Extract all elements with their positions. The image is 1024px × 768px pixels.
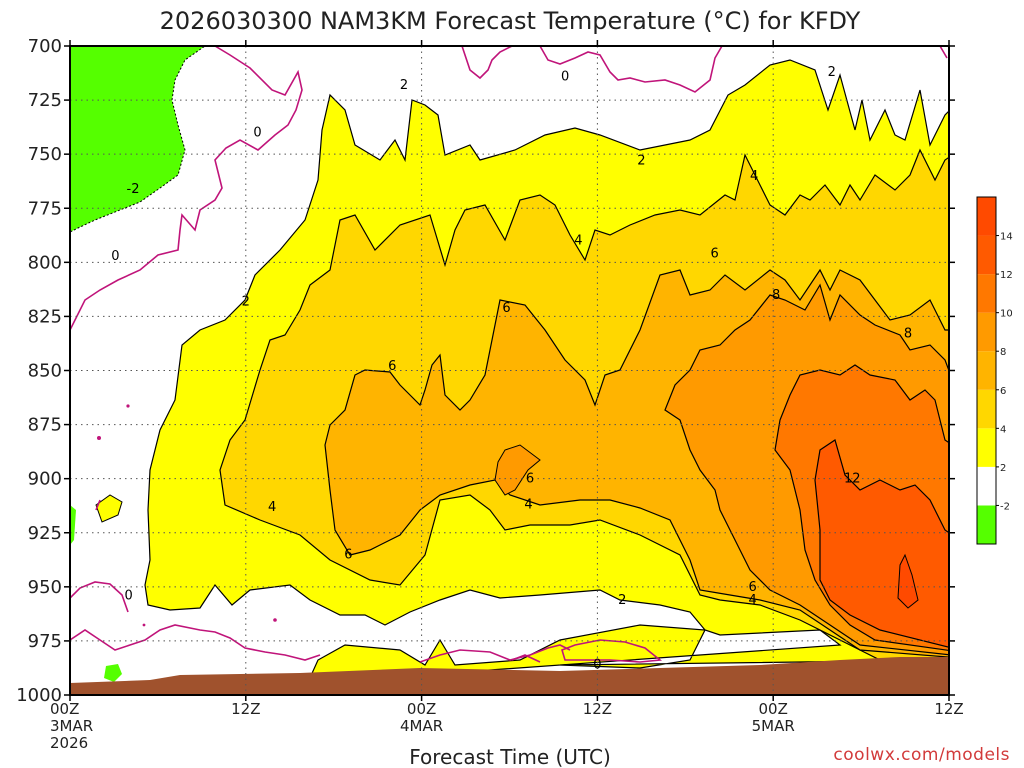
contour-label: 4 — [524, 498, 532, 513]
source-credit: coolwx.com/models — [833, 745, 1010, 765]
x-tick-label: 00Z — [50, 700, 79, 718]
x-tick-label: 00Z — [759, 700, 788, 718]
legend-swatch — [977, 197, 996, 236]
legend-swatch — [977, 312, 996, 352]
legend-swatch — [977, 274, 996, 313]
contour-label: 0 — [561, 69, 569, 84]
contour-label: 0 — [593, 658, 601, 673]
x-tick-label: 3MAR — [50, 717, 93, 735]
contour-label: 0 — [111, 249, 119, 264]
contour-label: 0 — [124, 588, 132, 603]
contour-label: 6 — [526, 472, 534, 487]
region-below-minus-2-edge — [70, 505, 76, 545]
contour-label: 6 — [749, 580, 757, 595]
region-below-minus-2 — [70, 46, 206, 233]
contour-label: 2 — [618, 593, 626, 608]
contour-label: 12 — [844, 472, 861, 487]
island-8-to-10 — [494, 444, 541, 496]
legend-label: 14 — [1000, 232, 1013, 243]
x-tick-label: 00Z — [407, 700, 436, 718]
x-tick-label: 5MAR — [752, 717, 795, 735]
color-legend: -2 2 4 6 8 10 12 14 — [976, 196, 1013, 545]
legend-frame — [976, 196, 997, 545]
x-tick-label: 12Z — [934, 700, 963, 718]
contour-label: 2 — [400, 78, 408, 93]
legend-swatch — [977, 389, 996, 429]
contour-label: 4 — [574, 234, 582, 249]
legend-label: 8 — [1000, 347, 1006, 358]
terrain — [70, 657, 949, 695]
y-tick-label: 950 — [28, 577, 62, 598]
x-tick-label: 12Z — [231, 700, 260, 718]
plot-area — [70, 46, 949, 695]
legend-swatch — [977, 351, 996, 390]
contour-label: -2 — [127, 182, 140, 197]
legend-swatch — [977, 505, 996, 544]
contour-label: 8 — [904, 327, 912, 342]
chart-title: 2026030300 NAM3KM Forecast Temperature (… — [160, 7, 861, 35]
region-below-minus-2-small — [104, 664, 122, 682]
y-tick-label: 700 — [28, 36, 62, 57]
x-tick-label: 4MAR — [400, 717, 443, 735]
zero-degree-contours — [70, 46, 948, 663]
y-tick-label: 975 — [28, 631, 62, 652]
contour-label: 8 — [772, 288, 780, 303]
contour-label: 0 — [253, 126, 261, 141]
legend-label: 10 — [1000, 309, 1013, 320]
legend-label: -2 — [1000, 501, 1010, 512]
y-tick-label: 725 — [28, 90, 62, 111]
contour-label: 4 — [749, 593, 757, 608]
y-tick-label: 925 — [28, 523, 62, 544]
y-tick-label: 900 — [28, 469, 62, 490]
y-tick-label: 875 — [28, 415, 62, 436]
island-above-14 — [897, 553, 919, 609]
contour-label: 2 — [828, 65, 836, 80]
y-tick-label: 825 — [28, 306, 62, 327]
y-tick-label: 800 — [28, 252, 62, 273]
contour-label: 2 — [637, 154, 645, 169]
legend-swatch — [977, 466, 996, 506]
y-tick-label: 750 — [28, 144, 62, 165]
y-tick-label: 850 — [28, 361, 62, 382]
legend-label: 4 — [1000, 424, 1006, 435]
legend-label: 2 — [1000, 463, 1006, 474]
legend-label: 6 — [1000, 386, 1006, 397]
legend-swatch — [977, 235, 996, 275]
legend-swatch — [977, 428, 996, 467]
contour-label: 6 — [388, 359, 396, 374]
island-2-to-4 — [95, 494, 123, 523]
contour-label: 2 — [242, 294, 250, 309]
contour-label: 6 — [710, 247, 718, 262]
grid-lines — [70, 46, 949, 695]
contour-label: 6 — [502, 301, 510, 316]
contour-label: 4 — [750, 169, 758, 184]
x-tick-label: 2026 — [50, 734, 88, 752]
legend-label: 12 — [1000, 270, 1013, 281]
contour-label: 6 — [344, 547, 352, 562]
y-tick-label: 1000 — [16, 685, 62, 706]
x-axis-label: Forecast Time (UTC) — [409, 745, 611, 768]
x-tick-label: 12Z — [583, 700, 612, 718]
y-tick-label: 775 — [28, 198, 62, 219]
contour-label: 4 — [268, 500, 276, 515]
